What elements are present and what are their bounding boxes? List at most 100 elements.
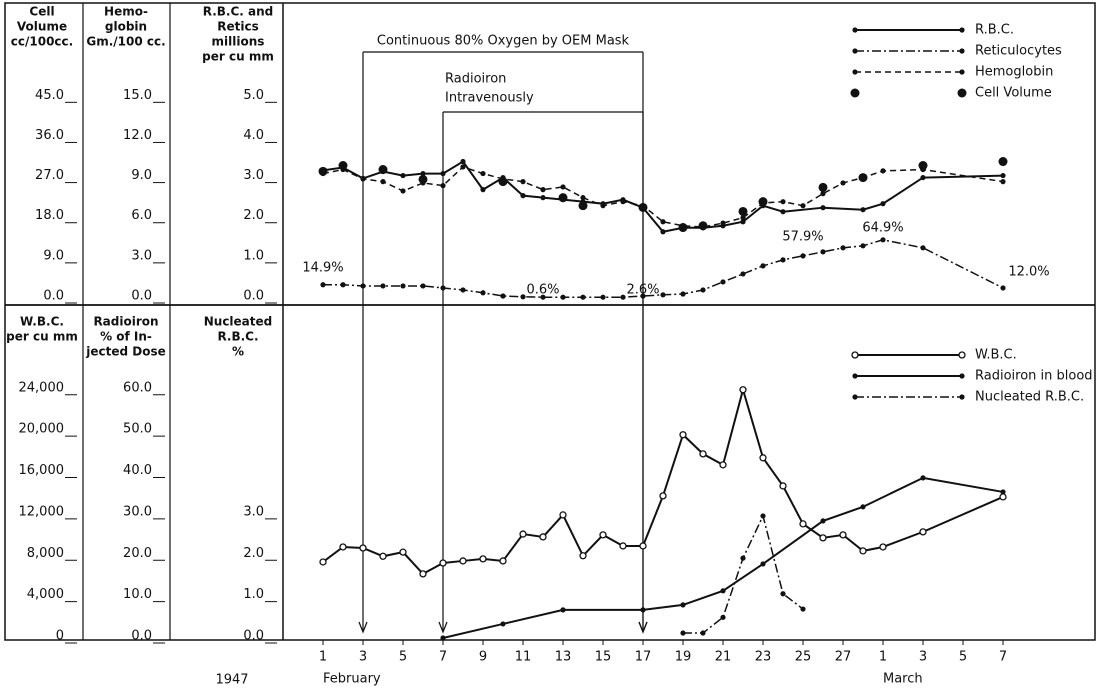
y-tick-label: 4.0	[243, 128, 264, 143]
data-point	[639, 542, 647, 550]
data-point	[799, 520, 807, 528]
y-tick-label: 12,000	[19, 504, 65, 519]
arrowhead	[638, 621, 648, 634]
annotation: 0.6%	[526, 283, 559, 298]
data-point	[738, 206, 748, 216]
data-point	[420, 283, 426, 289]
data-point	[860, 243, 866, 249]
axis-title: Volume	[17, 20, 67, 34]
data-point	[600, 294, 606, 300]
data-point	[880, 201, 886, 207]
data-point	[780, 199, 786, 205]
period-label: Continuous 80% Oxygen by OEM Mask	[377, 34, 630, 49]
legend-marker	[959, 69, 965, 75]
data-point	[439, 559, 447, 567]
data-point	[600, 203, 606, 209]
data-point	[479, 555, 487, 563]
data-point	[800, 253, 806, 259]
x-tick-label: 3	[919, 650, 927, 665]
data-point	[840, 245, 846, 251]
x-tick-label: 1	[879, 650, 887, 665]
data-point	[920, 245, 926, 251]
y-tick-label: 24,000	[19, 380, 65, 395]
y-tick-label: 6.0	[131, 208, 152, 223]
legend-marker	[958, 351, 966, 359]
data-point	[839, 531, 847, 539]
data-point	[520, 179, 526, 185]
frame	[4, 2, 1096, 641]
data-point	[700, 287, 706, 293]
data-point	[998, 157, 1008, 167]
legend-marker	[850, 88, 860, 98]
y-tick-label: 15.0	[123, 88, 152, 103]
data-point	[338, 161, 348, 171]
data-point	[480, 290, 486, 296]
month-label: February	[323, 672, 381, 687]
y-tick-label: 0.0	[243, 289, 264, 304]
data-point	[520, 193, 526, 199]
data-point	[760, 513, 766, 519]
data-point	[740, 271, 746, 277]
data-point	[480, 170, 486, 177]
data-point	[420, 170, 426, 177]
y-tick-label: 27.0	[35, 168, 64, 183]
data-point	[820, 191, 826, 197]
period-label: Radioiron	[445, 72, 506, 87]
data-point	[460, 164, 466, 170]
data-point	[740, 555, 746, 561]
axis-title: per cu mm	[202, 50, 274, 64]
data-point	[500, 293, 506, 299]
data-point	[820, 518, 826, 524]
x-tick-label: 27	[835, 650, 852, 665]
data-point	[560, 294, 566, 300]
data-point	[759, 454, 767, 462]
data-point	[860, 504, 866, 510]
y-tick-label: 2.0	[243, 546, 264, 561]
data-point	[719, 461, 727, 469]
axis-title: Hemo-	[104, 5, 148, 19]
axis-title: jected Dose	[85, 345, 166, 359]
y-tick-label: 45.0	[35, 88, 64, 103]
data-point	[698, 221, 708, 231]
arrowhead	[358, 621, 368, 634]
y-tick-label: 0	[56, 629, 64, 644]
data-point	[779, 482, 787, 490]
annotation: 57.9%	[782, 230, 823, 245]
arrowhead	[438, 621, 448, 634]
data-point	[1000, 179, 1006, 185]
y-tick-label: 9.0	[43, 248, 64, 263]
legend-label: Hemoglobin	[975, 65, 1053, 80]
data-point	[460, 158, 466, 165]
legend-marker	[959, 27, 965, 33]
annotation: 64.9%	[862, 221, 903, 236]
data-point	[620, 294, 626, 300]
month-label: March	[883, 672, 923, 687]
data-point	[700, 630, 706, 636]
data-point	[378, 165, 388, 175]
axis-title: Radioiron	[93, 315, 158, 329]
data-point	[660, 229, 666, 235]
x-tick-label: 1	[319, 650, 327, 665]
data-point	[740, 219, 746, 225]
axis-title: R.B.C.	[217, 330, 258, 344]
data-point	[880, 168, 886, 174]
legend-marker	[851, 351, 859, 359]
data-point	[340, 282, 346, 288]
axis-title: W.B.C.	[20, 315, 64, 329]
data-point	[599, 531, 607, 539]
x-tick-label: 5	[399, 650, 407, 665]
data-point	[1000, 489, 1006, 495]
data-point	[620, 199, 626, 205]
data-point	[520, 294, 526, 300]
legend-label: Cell Volume	[975, 86, 1052, 101]
series-line	[322, 386, 1004, 576]
data-point	[800, 203, 806, 209]
year-label: 1947	[215, 673, 248, 688]
y-tick-label: 0.0	[43, 289, 64, 304]
x-tick-label: 17	[635, 650, 652, 665]
axis-title: per cu mm	[6, 330, 78, 344]
y-tick-label: 10.0	[123, 587, 152, 602]
y-tick-label: 16,000	[19, 463, 65, 478]
data-point	[818, 182, 828, 192]
y-tick-label: 12.0	[123, 128, 152, 143]
